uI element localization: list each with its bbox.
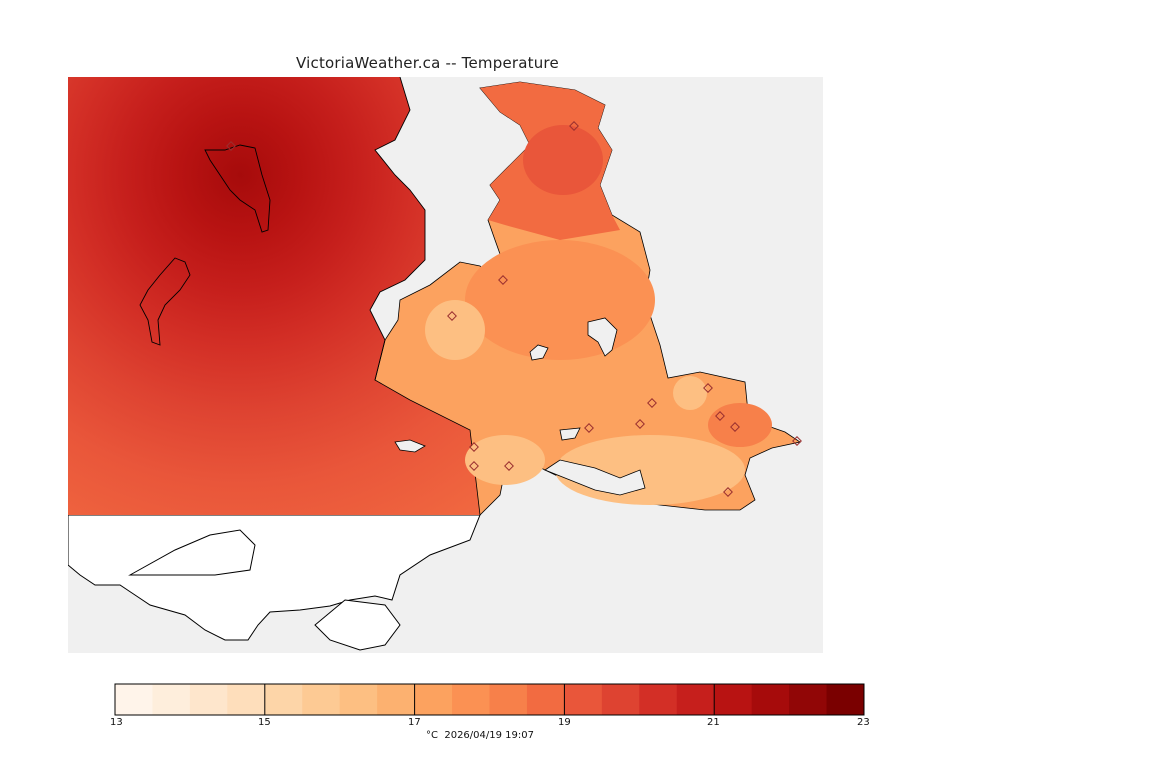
legend-cell: [526, 684, 565, 715]
lake-2: [529, 344, 549, 361]
station-marker[interactable]: [584, 423, 594, 433]
legend-dividers: [264, 684, 715, 715]
station-marker[interactable]: [635, 419, 645, 429]
cadboro-cool: [673, 376, 707, 410]
legend-cell: [639, 684, 678, 715]
legend-cell: [601, 684, 640, 715]
legend-tick-label: 19: [558, 717, 571, 728]
oak-bay-warm: [708, 403, 772, 447]
station-marker[interactable]: [569, 121, 579, 131]
legend-frame: [114, 683, 865, 716]
legend-cell: [302, 684, 341, 715]
station-marker[interactable]: [730, 422, 740, 432]
legend-tick-label: 17: [408, 717, 421, 728]
lake-1: [587, 317, 618, 357]
station-marker[interactable]: [647, 398, 657, 408]
legend-cell: [115, 684, 153, 715]
legend-tick-label: 21: [707, 717, 720, 728]
station-marker[interactable]: [469, 461, 479, 471]
west-field: [68, 77, 480, 515]
legend-cell: [826, 684, 865, 715]
harbour: [544, 459, 646, 496]
legend-cell: [227, 684, 266, 715]
island-north: [204, 144, 271, 233]
station-marker[interactable]: [703, 383, 713, 393]
legend-cell: [676, 684, 715, 715]
legend-tick-label: 13: [110, 717, 123, 728]
east-cool-spot: [425, 300, 485, 360]
legend-cell: [489, 684, 528, 715]
unanalysed-island: [128, 529, 256, 576]
legend-cell: [339, 684, 378, 715]
legend-cell: [377, 684, 416, 715]
small-lake: [394, 439, 426, 453]
legend-cell: [789, 684, 828, 715]
legend-cell: [564, 684, 603, 715]
station-marker[interactable]: [792, 436, 802, 446]
station-marker[interactable]: [723, 487, 733, 497]
station-marker[interactable]: [469, 442, 479, 452]
west-coastline: [369, 77, 426, 381]
unanalysed-land: [68, 514, 481, 641]
station-marker[interactable]: [715, 411, 725, 421]
legend-cell: [751, 684, 790, 715]
east-north-core: [523, 125, 603, 195]
station-marker[interactable]: [504, 461, 514, 471]
legend-cell: [189, 684, 228, 715]
inlet: [559, 427, 581, 441]
legend-cell: [414, 684, 453, 715]
island-long: [139, 257, 191, 346]
legend-cell: [264, 684, 303, 715]
legend-footer: °C 2026/04/19 19:07: [426, 730, 534, 741]
east-cool-south: [465, 435, 545, 485]
legend-cell: [714, 684, 753, 715]
station-marker[interactable]: [226, 141, 236, 151]
timestamp: 2026/04/19 19:07: [444, 730, 534, 741]
station-marker[interactable]: [447, 311, 457, 321]
unit-label: °C: [426, 730, 438, 741]
map-title: VictoriaWeather.ca -- Temperature: [296, 54, 559, 72]
station-marker[interactable]: [498, 275, 508, 285]
legend-cells: [115, 684, 865, 715]
legend-cell: [152, 684, 191, 715]
unanalysed-peninsula: [314, 599, 401, 651]
station-markers: [226, 121, 802, 497]
legend-tick-label: 23: [857, 717, 870, 728]
legend-tick-label: 15: [258, 717, 271, 728]
legend-cell: [452, 684, 490, 715]
